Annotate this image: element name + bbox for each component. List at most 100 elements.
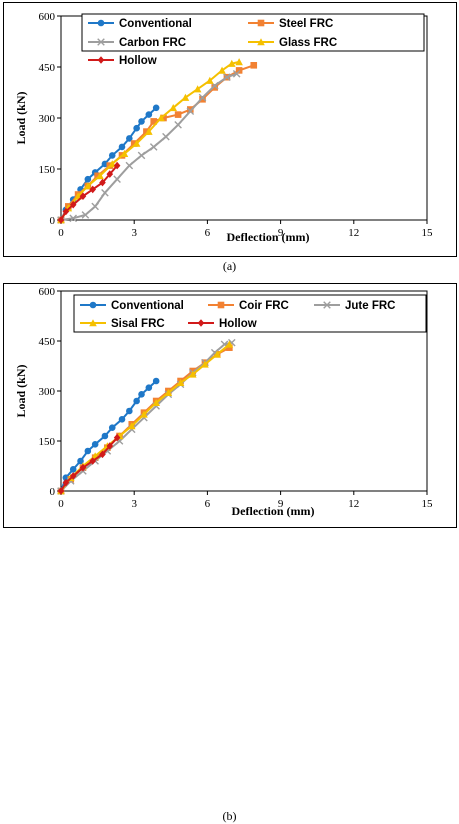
data-point [118,416,126,423]
x-tick-label: 12 [348,227,359,239]
y-tick-label: 450 [39,62,56,74]
series-carbon-frc [57,70,241,224]
data-point [206,76,214,84]
data-point [62,207,70,216]
data-point [138,391,145,398]
data-point [62,478,70,487]
data-point [118,143,126,151]
data-point [199,96,206,103]
data-point [106,442,114,450]
data-point [149,143,158,151]
data-point [157,114,165,122]
y-tick-label: 150 [39,164,56,176]
x-tick-label: 6 [205,227,211,239]
data-point [69,214,77,223]
legend-entry: Glass FRC [279,37,337,49]
series-hollow [57,433,121,495]
data-point [228,59,236,67]
data-point [81,211,90,219]
legend-entry: Carbon FRC [119,37,186,49]
data-point [145,127,153,135]
data-point [169,104,178,112]
data-point [235,58,243,66]
legend-entry: Conventional [119,18,192,30]
panel-b: 0 150 300 450 600 0 3 6 9 12 15 Deflection (mm) Load… [0,281,459,823]
data-point [84,182,92,190]
data-point [211,84,219,91]
legend: Conventional Coir FRC Jute FRC Sisal FRC Hol… [73,294,427,333]
data-point [188,370,197,378]
legend-entry: Jute FRC [345,300,395,312]
series-conventional [57,377,160,495]
legend-entry: Hollow [219,318,257,330]
data-point [174,121,182,129]
data-point [145,384,153,391]
y-tick-label: 0 [50,215,56,227]
data-point [193,85,202,93]
data-point [125,161,134,170]
data-point [99,450,106,459]
data-point [250,62,258,69]
legend-marker [257,19,265,27]
legend-entry: Conventional [111,300,184,312]
data-point [181,93,190,101]
x-axis-label: Deflection (mm) [232,504,315,518]
y-tick-label: 300 [39,113,56,125]
legend-entry: Coir FRC [239,300,289,312]
data-point [213,350,221,358]
y-tick-label: 600 [39,11,56,23]
data-point [79,463,87,472]
data-point [140,410,148,418]
data-point [113,175,121,183]
legend-entry: Sisal FRC [111,318,165,330]
x-tick-label: 15 [422,227,434,239]
data-point [132,139,141,147]
data-point [91,441,99,448]
legend-marker [89,319,97,327]
data-point [198,93,207,102]
x-tick-label: 9 [278,227,284,239]
data-point [127,422,136,430]
data-point [176,378,185,386]
chart-b: 0 150 300 450 600 0 3 6 9 12 15 Deflection (mm) Load… [14,286,433,518]
panel-b-frame [3,283,457,528]
x-tick-label: 3 [131,498,137,510]
data-point [201,360,209,368]
data-point [108,152,116,159]
y-tick-label: 300 [39,386,56,398]
panel-a: 0 150 300 450 600 0 3 6 9 12 15 Deflection (mm) Load… [0,0,459,278]
y-axis-label: Load (kN) [14,91,28,144]
series-sisal-frc [57,340,234,495]
data-point [145,111,153,118]
caption-a: (a) [222,259,237,273]
legend-marker [97,38,105,46]
data-point [150,118,158,125]
data-point [101,432,109,440]
data-point [113,433,121,442]
data-point [126,135,133,142]
data-point [162,132,170,141]
data-point [126,407,133,415]
legend-marker [97,56,105,64]
data-point [108,424,116,431]
data-point [152,104,160,112]
data-point [137,151,146,160]
data-point [99,178,106,187]
legend-box [73,294,427,333]
series-glass-frc [57,58,243,224]
series-hollow [57,161,121,224]
legend-entry: Hollow [119,55,157,67]
data-point [113,161,121,170]
data-point [101,189,109,197]
data-point [152,377,160,385]
data-point [77,457,84,465]
x-tick-label: 0 [58,227,64,239]
x-axis-label: Deflection (mm) [227,230,310,244]
data-point [91,202,99,211]
data-point [225,340,234,348]
legend-marker [323,301,331,309]
data-point [223,73,231,81]
legend-marker [197,319,205,327]
data-point [96,172,104,180]
data-point [106,170,114,178]
